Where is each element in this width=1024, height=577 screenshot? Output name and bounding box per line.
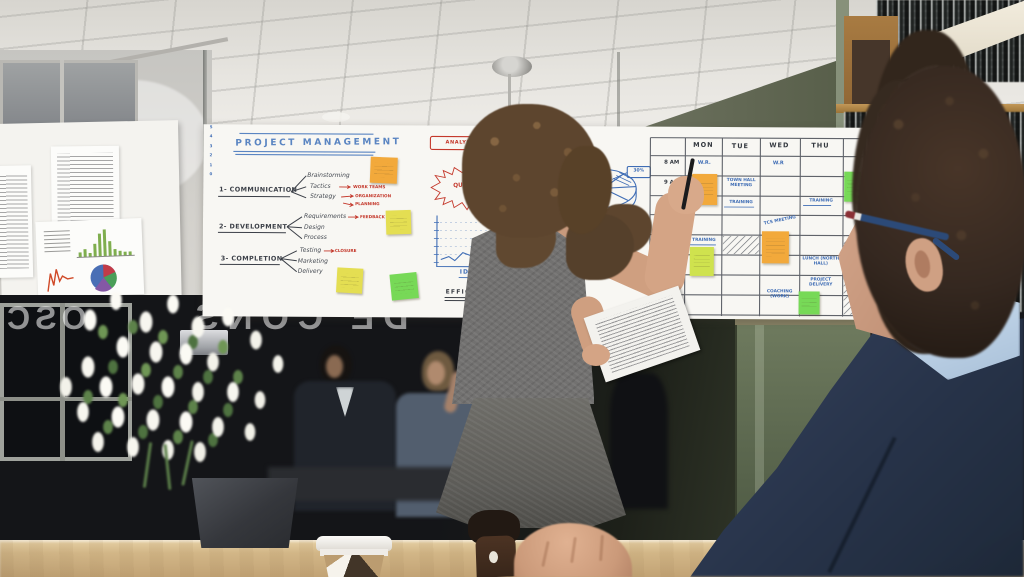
sticky-note-orange-wed1 <box>761 231 789 264</box>
event-thu-2pm: PROJECT DELIVERY <box>809 277 833 288</box>
mindmap-leaf: Brainstorming <box>307 171 350 180</box>
event-mon-8am: W.R. <box>697 159 711 166</box>
back-window-mullion <box>60 60 64 126</box>
door-light-streak <box>755 325 764 577</box>
hanging-rod <box>508 74 511 130</box>
flower-pot <box>191 478 299 548</box>
back-window <box>0 60 138 132</box>
sticky-note-lime-mon2 <box>689 246 714 276</box>
mindmap-leaf: Testing <box>299 246 322 254</box>
seated-woman-face <box>427 361 445 385</box>
mindmap-note: CLOSURE <box>334 247 357 254</box>
finger-crease <box>599 534 604 562</box>
event-wed-8am: W.R <box>772 160 784 167</box>
mindmap-leaf: Strategy <box>310 192 336 200</box>
mindmap-leaf: Tactics <box>310 182 331 190</box>
glass-reflection-figure <box>610 373 668 509</box>
day-header-mon: MON <box>693 140 714 149</box>
mindmap-note: PLANNING <box>355 201 380 207</box>
mindmap-note: WORK TEAMS <box>353 184 386 190</box>
glass-seam-upper <box>617 52 620 132</box>
chair-back-knob <box>475 535 517 577</box>
seated-man-face <box>326 355 343 378</box>
presenter-dress-bodice <box>452 228 594 404</box>
chart-sheet-art <box>43 229 135 292</box>
day-header-thu: THU <box>811 141 830 150</box>
event-wed-3pm: COACHING (WORK) <box>766 289 793 300</box>
sticky-note-yellow <box>335 267 364 294</box>
mindmap-leaf: Design <box>303 223 325 231</box>
sticky-note-green <box>389 272 419 301</box>
mindmap-leaf: Delivery <box>297 267 323 275</box>
pin-board <box>0 120 183 320</box>
day-header-tue: TUE <box>731 142 749 151</box>
recessed-light <box>322 112 350 122</box>
document-text-lines <box>57 152 114 222</box>
mindmap-note: FEEDBACK <box>360 214 385 220</box>
time-8am: 8 AM <box>664 159 680 166</box>
day-header-wed: WED <box>769 141 790 150</box>
finger-crease <box>570 536 577 564</box>
flower-stem <box>142 442 153 488</box>
coffee-cup <box>316 536 392 577</box>
mindmap-node-completion: 3- COMPLETION <box>220 254 283 263</box>
flower-stem <box>163 443 172 491</box>
event-tue-9am: TOWN HALL MEETING <box>726 178 756 189</box>
cup-band <box>320 549 388 556</box>
mindmap-leaf: Requirements <box>304 212 347 221</box>
mindmap-note: ORGANIZATION <box>355 193 392 199</box>
sticky-note-green-thu3 <box>798 291 820 315</box>
event-mon-12: TRAINING <box>692 237 716 243</box>
board-title: PROJECT MANAGEMENT <box>235 137 402 149</box>
mindmap-leaf: Marketing <box>297 257 328 265</box>
wood-cabinet-interior <box>852 40 890 110</box>
cup-lid <box>316 536 392 551</box>
ceiling-fixture <box>492 56 532 77</box>
document-text-lines <box>0 174 30 270</box>
mindmap-leaf: Process <box>303 233 327 241</box>
presenter-dress-skirt <box>436 398 626 528</box>
presenter-left-hand <box>582 344 610 366</box>
pinned-chart-sheet <box>35 218 145 299</box>
pinned-document <box>0 165 34 279</box>
pie-slice-label: 30% <box>633 168 645 174</box>
event-tue-10am: TRAINING <box>729 200 753 206</box>
event-thu-1pm: LUNCH (NORTH HALL) <box>802 256 840 267</box>
mindmap-node-communication: 1- COMMUNICATION <box>219 185 298 194</box>
sticky-note-orange <box>369 156 398 184</box>
sticky-note-yellow <box>385 209 412 235</box>
flower-stem <box>181 440 194 486</box>
event-thu-10am: TRAINING <box>809 198 833 204</box>
mindmap-node-development: 2- DEVELOPMENT <box>218 222 288 231</box>
cup-pattern <box>323 555 385 577</box>
finger-crease <box>541 540 550 568</box>
pinned-document <box>50 145 120 229</box>
chair-knob-dot <box>488 550 499 564</box>
watcher-curly-hair <box>856 66 1024 358</box>
